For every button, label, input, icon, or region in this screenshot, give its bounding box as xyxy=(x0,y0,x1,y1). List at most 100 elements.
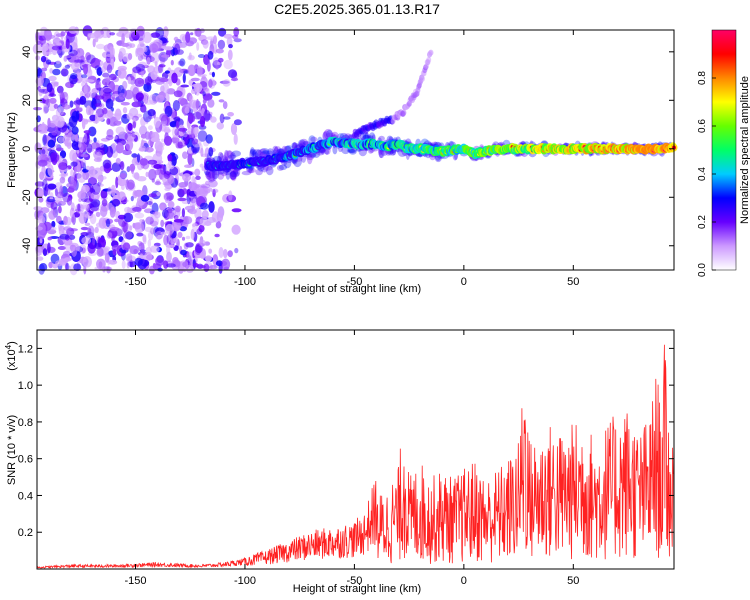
noise-blob xyxy=(182,188,188,195)
spectrogram-panel: -150 -100 -50 0 50 -40 -20 0 20 40 Height of str… xyxy=(6,25,678,295)
noise-blob xyxy=(142,234,147,243)
noise-blob xyxy=(159,64,166,68)
noise-blob xyxy=(166,196,170,200)
noise-blob xyxy=(75,203,84,214)
noise-blob xyxy=(107,186,112,195)
ridge-halo xyxy=(246,167,256,174)
noise-blob xyxy=(147,125,153,131)
noise-blob xyxy=(203,109,211,122)
noise-blob xyxy=(105,98,114,110)
noise-blob xyxy=(191,138,199,145)
noise-blob xyxy=(129,245,133,255)
noise-blob xyxy=(211,91,221,96)
x-tick-label: -150 xyxy=(124,575,146,587)
noise-blob xyxy=(109,32,116,36)
noise-blob xyxy=(131,153,138,158)
noise-blob xyxy=(185,264,194,273)
noise-blob xyxy=(64,138,72,147)
noise-blob xyxy=(140,194,150,202)
noise-blob xyxy=(59,185,64,196)
noise-blob xyxy=(163,193,167,201)
noise-blob xyxy=(82,256,93,268)
ridge-halo xyxy=(233,168,239,175)
noise-blob xyxy=(213,35,217,45)
noise-blob xyxy=(76,137,86,143)
ridge-halo xyxy=(332,144,338,155)
noise-blob xyxy=(169,121,178,128)
y-tick-label: 0.8 xyxy=(18,417,33,429)
noise-blob xyxy=(227,69,238,79)
noise-blob xyxy=(39,35,46,46)
noise-blob xyxy=(71,111,80,123)
noise-blob xyxy=(164,105,173,117)
ridge-halo xyxy=(325,132,336,138)
noise-blob xyxy=(42,178,48,191)
noise-blob xyxy=(145,171,149,177)
noise-blob xyxy=(130,31,140,39)
noise-blob xyxy=(191,83,201,88)
noise-blob xyxy=(38,87,43,97)
noise-blob xyxy=(138,147,146,152)
noise-blob xyxy=(182,73,186,84)
noise-blob xyxy=(55,107,62,118)
noise-blob xyxy=(46,122,57,133)
noise-blob xyxy=(126,179,135,190)
noise-blob xyxy=(35,75,44,87)
noise-blob xyxy=(233,27,240,37)
noise-blob xyxy=(163,260,169,269)
noise-blob xyxy=(49,97,57,104)
noise-blob xyxy=(161,138,165,143)
noise-blob xyxy=(115,176,119,189)
noise-blob xyxy=(121,220,129,233)
noise-blob xyxy=(94,65,101,71)
ridge-halo xyxy=(226,150,233,160)
noise-blob xyxy=(37,159,48,167)
noise-blob xyxy=(189,200,194,208)
noise-blob xyxy=(95,43,105,50)
noise-blob xyxy=(163,46,174,51)
colorbar-gradient xyxy=(711,29,737,271)
noise-blob xyxy=(173,219,184,223)
noise-blob xyxy=(162,26,169,38)
noise-blob xyxy=(52,68,61,76)
noise-blob xyxy=(192,223,196,227)
noise-blob xyxy=(47,229,57,235)
noise-blob xyxy=(81,118,86,130)
noise-blob xyxy=(47,139,56,148)
noise-blob xyxy=(127,122,133,131)
ridge-halo xyxy=(207,169,216,179)
colorbar-label: Normalized spectral amplitude xyxy=(739,76,750,224)
noise-blob xyxy=(49,192,54,201)
noise-blob xyxy=(163,170,171,179)
noise-blob xyxy=(208,147,214,157)
noise-blob xyxy=(120,172,127,179)
x-tick-label: 0 xyxy=(461,276,467,288)
noise-blob xyxy=(187,112,194,124)
noise-blob xyxy=(224,150,234,162)
noise-blob xyxy=(162,82,169,94)
noise-blob xyxy=(231,208,242,213)
noise-blob xyxy=(82,202,89,210)
noise-blob xyxy=(227,49,233,61)
noise-blob xyxy=(81,74,88,79)
noise-blob xyxy=(86,54,96,64)
noise-blob xyxy=(192,222,198,233)
noise-blob xyxy=(177,141,183,149)
noise-blob xyxy=(168,164,175,170)
snr-x-ticks: -150 -100 -50 0 50 xyxy=(124,330,579,587)
x-tick-label: -50 xyxy=(346,575,362,587)
noise-blob xyxy=(42,43,49,51)
noise-blob xyxy=(82,211,90,218)
noise-blob xyxy=(126,112,134,120)
ridge-halo xyxy=(231,150,241,157)
noise-blob xyxy=(215,48,224,54)
noise-blob xyxy=(200,147,204,157)
noise-blob xyxy=(159,204,164,211)
noise-blob xyxy=(134,222,145,234)
ridge-halo xyxy=(306,152,313,165)
noise-blob xyxy=(54,126,58,131)
noise-blob xyxy=(199,252,206,259)
noise-blob xyxy=(70,73,78,80)
noise-blob xyxy=(84,222,91,226)
noise-blob xyxy=(228,190,233,201)
